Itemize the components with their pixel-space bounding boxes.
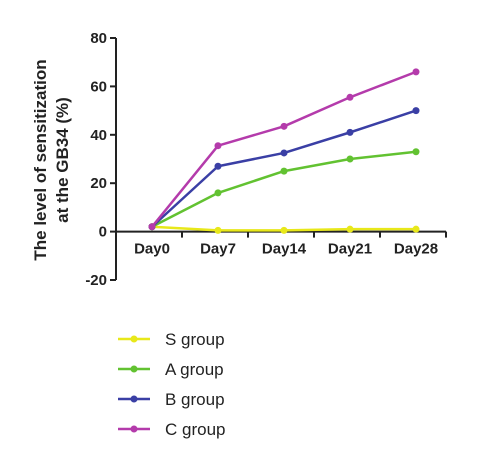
x-tick-label: Day0 xyxy=(134,241,170,258)
y-tick-label: 60 xyxy=(90,78,107,95)
data-point xyxy=(412,148,420,156)
data-point xyxy=(280,167,288,175)
series-c-group xyxy=(148,68,420,231)
legend-item: B group xyxy=(118,390,225,409)
data-point xyxy=(214,226,222,234)
legend-label: A group xyxy=(165,360,224,379)
legend-item: A group xyxy=(118,360,224,379)
legend: S group A group B group C group xyxy=(118,330,225,439)
data-point xyxy=(214,142,222,150)
legend-swatch-point xyxy=(130,335,138,343)
x-tick-label: Day14 xyxy=(262,241,307,258)
y-tick-label: 80 xyxy=(90,30,107,47)
series-b-group xyxy=(148,107,420,231)
data-point xyxy=(280,122,288,130)
legend-item: C group xyxy=(118,420,225,439)
data-point xyxy=(346,93,354,101)
y-tick-label: 20 xyxy=(90,175,107,192)
data-point xyxy=(412,68,420,76)
series-line xyxy=(151,70,417,228)
y-axis-title: The level of sensitization at the GB34 (%… xyxy=(31,59,72,260)
x-axis-ticks: Day0 Day7 Day14 Day21 Day28 xyxy=(115,231,447,258)
legend-swatch-point xyxy=(130,425,138,433)
legend-label: C group xyxy=(165,420,225,439)
data-point xyxy=(280,149,288,157)
data-point xyxy=(214,162,222,170)
legend-swatch-point xyxy=(130,395,138,403)
data-point xyxy=(346,225,354,233)
legend-item: S group xyxy=(118,330,225,349)
y-tick-label: 0 xyxy=(99,224,107,241)
data-point xyxy=(412,225,420,233)
y-axis-title-line-2: at the GB34 (%) xyxy=(53,97,72,223)
legend-swatch-point xyxy=(130,365,138,373)
data-point xyxy=(148,223,156,231)
x-tick-label: Day7 xyxy=(200,241,236,258)
legend-label: B group xyxy=(165,390,225,409)
y-axis-ticks: -20 0 20 40 60 80 xyxy=(85,30,116,289)
series-group xyxy=(148,68,420,234)
series-a-group xyxy=(148,148,420,231)
data-point xyxy=(346,128,354,136)
y-tick-label: 40 xyxy=(90,127,107,144)
data-point xyxy=(280,226,288,234)
x-tick-label: Day28 xyxy=(394,241,438,258)
data-point xyxy=(214,189,222,197)
y-tick-label: -20 xyxy=(85,272,107,289)
x-tick-label: Day21 xyxy=(328,241,372,258)
data-point xyxy=(412,107,420,115)
y-axis-title-line-1: The level of sensitization xyxy=(31,59,50,260)
data-point xyxy=(346,155,354,163)
legend-label: S group xyxy=(165,330,225,349)
